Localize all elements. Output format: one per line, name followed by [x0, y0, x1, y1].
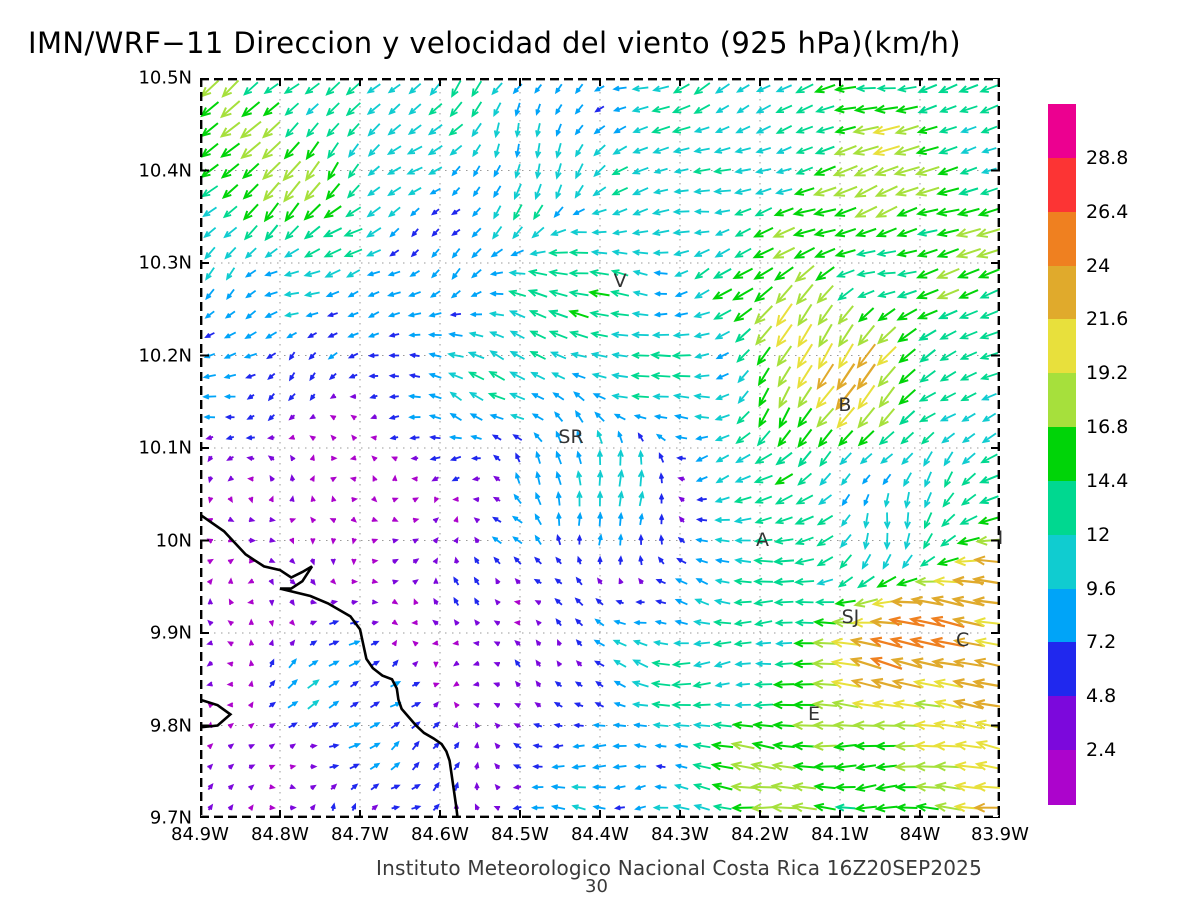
colorbar-tick-label: 26.4 [1086, 200, 1129, 223]
colorbar-tick-label: 21.6 [1086, 308, 1129, 331]
page-title: IMN/WRF−11 Direccion y velocidad del vie… [28, 26, 962, 60]
y-axis-tick-label: 10.2N [138, 345, 192, 366]
colorbar-tick-label: 4.8 [1086, 685, 1117, 708]
colorbar-tick-label: 28.8 [1086, 146, 1129, 169]
colorbar-band [1048, 534, 1076, 590]
colorbar-band [1048, 104, 1076, 159]
city-label-a: A [756, 528, 769, 551]
colorbar-tick-label: 14.4 [1086, 469, 1129, 492]
x-axis-tick-label: 84W [899, 824, 941, 845]
footer-page-number: 30 [585, 876, 608, 897]
colorbar-band [1048, 750, 1076, 805]
x-axis-tick-label: 84.6W [411, 824, 469, 845]
wind-arrows [200, 79, 1000, 813]
x-axis-tick-label: 84.5W [491, 824, 549, 845]
x-axis-tick-label: 84.7W [331, 824, 389, 845]
colorbar-band [1048, 588, 1076, 644]
city-label-i: I [997, 526, 1004, 549]
y-axis-tick-label: 10N [155, 530, 192, 551]
colorbar-tick-label: 16.8 [1086, 416, 1129, 439]
colorbar-band [1048, 696, 1076, 751]
colorbar-band [1048, 265, 1076, 320]
x-axis-tick-label: 84.3W [651, 824, 709, 845]
x-axis-tick-label: 84.4W [571, 824, 629, 845]
colorbar-tick-label: 7.2 [1086, 631, 1117, 654]
colorbar-band [1048, 427, 1076, 482]
colorbar [1048, 104, 1076, 805]
city-label-sj: SJ [841, 606, 860, 629]
colorbar-band [1048, 373, 1076, 428]
wind-vector-field [200, 78, 1000, 818]
y-axis-tick-label: 10.5N [138, 67, 192, 89]
city-label-sr: SR [558, 425, 584, 448]
y-axis-tick-label: 10.3N [138, 252, 192, 274]
y-axis-tick-label: 10.1N [138, 437, 192, 459]
colorbar-band [1048, 319, 1076, 374]
colorbar-tick-label: 2.4 [1086, 739, 1117, 762]
colorbar-band [1048, 211, 1076, 267]
plot-frame [200, 78, 1000, 818]
city-label-c: C [956, 629, 970, 652]
x-axis-tick-label: 83.9W [971, 824, 1029, 845]
x-axis-tick-label: 84.9W [171, 824, 229, 845]
y-axis-tick-label: 9.9N [149, 622, 192, 644]
colorbar-tick-label: 9.6 [1086, 577, 1117, 600]
y-axis-tick-label: 9.7N [149, 807, 192, 829]
city-label-e: E [808, 703, 821, 726]
colorbar-tick-label: 12 [1086, 523, 1111, 546]
colorbar-tick-label: 19.2 [1086, 362, 1129, 385]
x-axis-tick-label: 84.8W [251, 824, 309, 845]
colorbar-band [1048, 157, 1076, 213]
footer-attribution: Instituto Meteorologico Nacional Costa R… [376, 856, 983, 880]
colorbar-band [1048, 642, 1076, 697]
x-axis-tick-label: 84.2W [731, 824, 789, 845]
coastline [200, 513, 459, 818]
plot-area [200, 78, 1000, 818]
colorbar-tick-label: 24 [1086, 254, 1111, 277]
colorbar-band [1048, 480, 1076, 536]
x-axis-tick-label: 84.1W [811, 824, 869, 845]
city-label-v: V [613, 269, 627, 292]
y-axis-tick-label: 9.8N [149, 715, 192, 736]
y-axis-tick-label: 10.4N [138, 160, 192, 181]
city-label-b: B [838, 393, 852, 416]
